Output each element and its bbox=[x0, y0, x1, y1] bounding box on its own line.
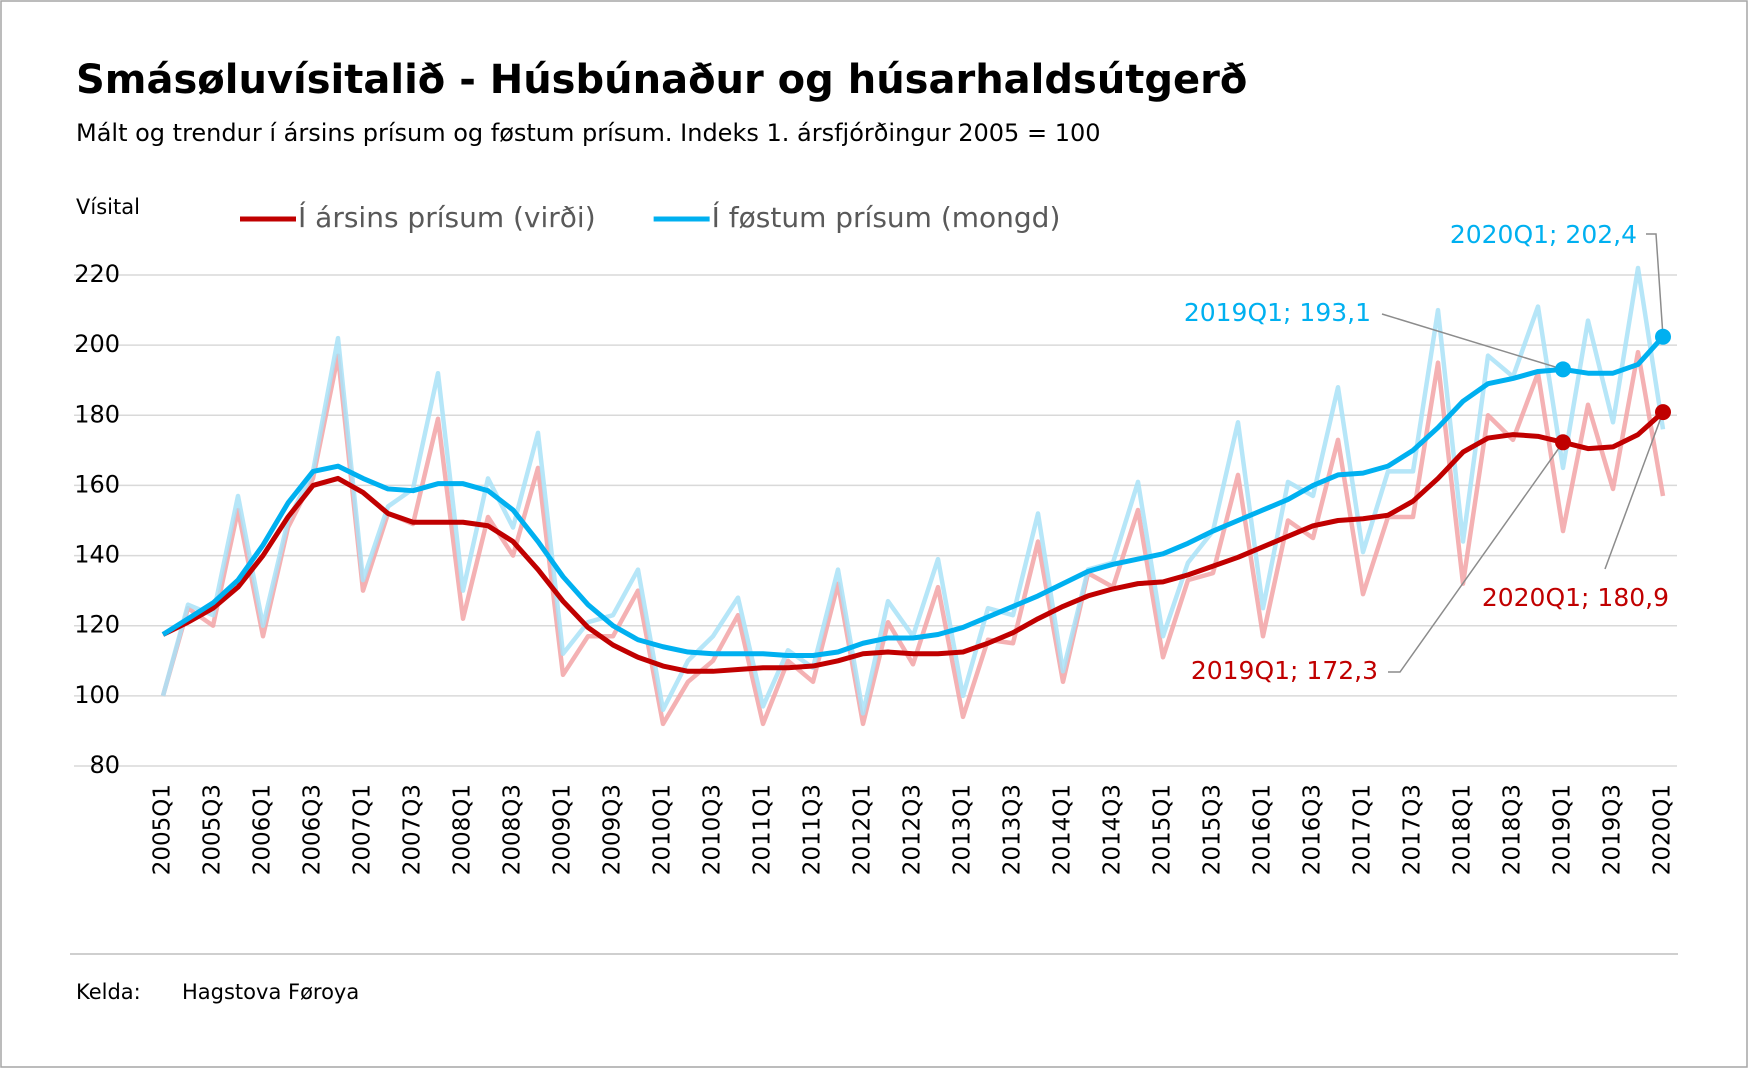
trend-line bbox=[161, 410, 1665, 674]
source-label: Kelda: bbox=[76, 980, 141, 1004]
annotation-dot bbox=[1655, 328, 1671, 345]
x-tick-label: 2014Q3 bbox=[1100, 784, 1126, 875]
x-tick-label: 2015Q3 bbox=[1200, 784, 1226, 875]
x-tick-label: 2018Q1 bbox=[1450, 784, 1476, 875]
x-tick-label: 2011Q3 bbox=[800, 784, 826, 875]
x-tick-label: 2020Q1 bbox=[1650, 784, 1676, 875]
x-tick-label: 2016Q3 bbox=[1300, 784, 1326, 875]
x-tick-label: 2009Q3 bbox=[600, 784, 626, 875]
y-axis-label: Vísital bbox=[76, 195, 140, 219]
trend-line bbox=[161, 335, 1665, 659]
annotation-leader bbox=[1646, 233, 1664, 337]
x-tick-label: 2012Q3 bbox=[900, 784, 926, 875]
x-tick-label: 2017Q1 bbox=[1350, 784, 1376, 875]
annotation: 2019Q1; 193,1 bbox=[1184, 298, 1371, 327]
y-tick-label: 200 bbox=[74, 330, 120, 358]
x-tick-label: 2013Q1 bbox=[950, 784, 976, 875]
x-tick-label: 2012Q1 bbox=[850, 784, 876, 875]
annotation-dot bbox=[1555, 361, 1571, 378]
x-tick-label: 2019Q3 bbox=[1600, 784, 1626, 875]
annotation: 2019Q1; 172,3 bbox=[1191, 656, 1378, 685]
x-tick-label: 2008Q3 bbox=[500, 784, 526, 875]
annotation-leader bbox=[1381, 313, 1564, 371]
chart-title: Smásøluvísitalið - Húsbúnaður og húsarha… bbox=[76, 57, 1247, 103]
x-tick-label: 2017Q3 bbox=[1400, 784, 1426, 875]
annotation-dot bbox=[1555, 434, 1571, 451]
x-tick-label: 2010Q3 bbox=[700, 784, 726, 875]
y-tick-label: 140 bbox=[74, 541, 120, 569]
x-tick-label: 2018Q3 bbox=[1500, 784, 1526, 875]
x-tick-label: 2008Q1 bbox=[450, 784, 476, 875]
annotation: 2020Q1; 180,9 bbox=[1482, 583, 1669, 612]
x-tick-label: 2015Q1 bbox=[1150, 784, 1176, 875]
annotation-leader bbox=[1388, 441, 1564, 673]
x-tick-label: 2005Q1 bbox=[150, 784, 176, 875]
y-tick-label: 180 bbox=[74, 400, 120, 428]
x-tick-label: 2007Q3 bbox=[400, 784, 426, 875]
y-tick-label: 220 bbox=[74, 260, 120, 288]
x-tick-label: 2014Q1 bbox=[1050, 784, 1076, 875]
x-tick-label: 2011Q1 bbox=[750, 784, 776, 875]
x-tick-label: 2016Q1 bbox=[1250, 784, 1276, 875]
x-tick-label: 2006Q1 bbox=[250, 784, 276, 875]
legend-label: Í føstum prísum (mongd) bbox=[712, 200, 1061, 234]
y-tick-label: 100 bbox=[74, 681, 120, 709]
annotation: 2020Q1; 202,4 bbox=[1450, 220, 1637, 249]
x-tick-label: 2013Q3 bbox=[1000, 784, 1026, 875]
x-tick-label: 2006Q3 bbox=[300, 784, 326, 875]
source: Hagstova Føroya bbox=[182, 980, 359, 1004]
y-tick-label: 120 bbox=[74, 611, 120, 639]
y-tick-label: 80 bbox=[89, 751, 120, 779]
x-tick-label: 2005Q3 bbox=[200, 784, 226, 875]
x-tick-label: 2009Q1 bbox=[550, 784, 576, 875]
x-tick-label: 2019Q1 bbox=[1550, 784, 1576, 875]
chart-subtitle: Mált og trendur í ársins prísum og føstu… bbox=[76, 119, 1101, 147]
x-tick-label: 2010Q1 bbox=[650, 784, 676, 875]
annotation-dot bbox=[1655, 404, 1671, 421]
legend-label: Í ársins prísum (virði) bbox=[298, 200, 596, 234]
x-tick-label: 2007Q1 bbox=[350, 784, 376, 875]
y-tick-label: 160 bbox=[74, 470, 120, 498]
annotation-leader bbox=[1604, 411, 1664, 570]
